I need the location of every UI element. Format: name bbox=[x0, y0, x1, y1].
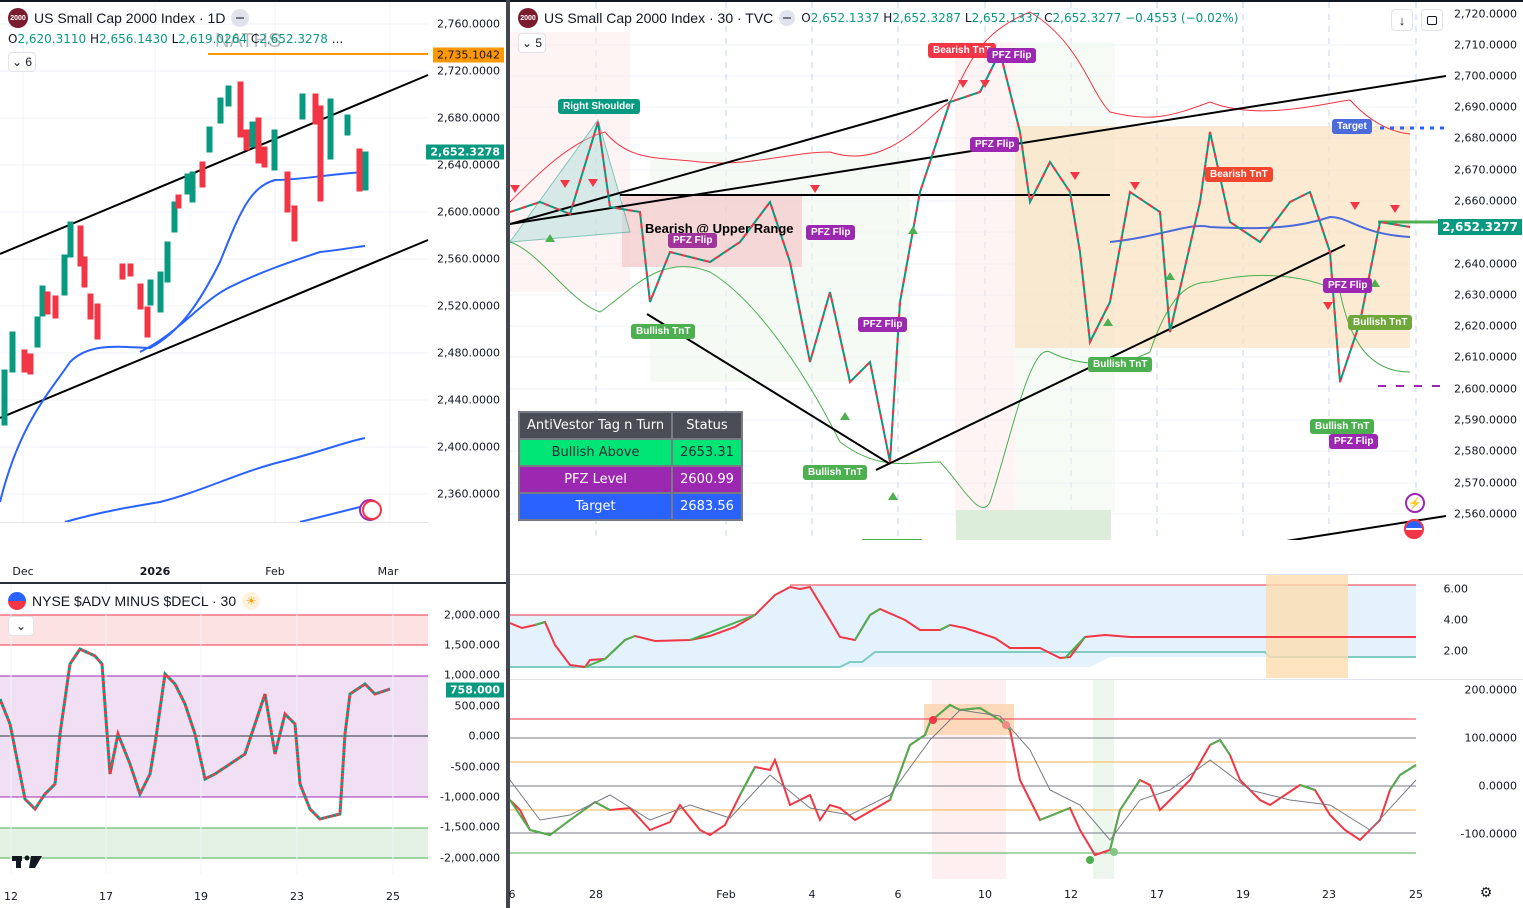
table-header: Status bbox=[671, 411, 743, 440]
bullish-tnt-label: Bullish TnT bbox=[1088, 357, 1153, 372]
intraday-legend: 2000 US Small Cap 2000 Index · 30 · TVC … bbox=[518, 8, 1238, 28]
breadth-legend: NYSE $ADV MINUS $DECL · 30 ☀ bbox=[8, 592, 261, 610]
lightning-event-icon[interactable]: ⚡ bbox=[1405, 493, 1425, 513]
right-main-chart-pane[interactable]: 2000 US Small Cap 2000 Index · 30 · TVC … bbox=[510, 0, 1523, 540]
breadth-value-axis[interactable]: 2,000.000 1,500.000 1,000.000 500.000 0.000-… bbox=[440, 608, 500, 865]
bullish-tnt-label: Bullish TnT bbox=[803, 465, 868, 480]
left-top-chart-pane[interactable]: 2000 US Small Cap 2000 Index · 1D O2,620… bbox=[0, 0, 506, 582]
bearish-tnt-label: Bearish TnT bbox=[1205, 167, 1273, 182]
right-shoulder-label: Right Shoulder bbox=[558, 99, 640, 114]
daily-legend: 2000 US Small Cap 2000 Index · 1D bbox=[8, 8, 250, 28]
maximize-pane-button[interactable] bbox=[1421, 9, 1443, 31]
us-flag-event-icon[interactable] bbox=[1404, 519, 1424, 539]
intraday-ohlc: O2,652.1337 H2,652.3287 L2,652.1337 C2,6… bbox=[801, 11, 1239, 25]
symbol-badge: 2000 bbox=[518, 8, 538, 28]
collapse-indicators-button[interactable]: ⌄ 6 bbox=[8, 52, 36, 72]
bearish-upper-range-label: Bearish @ Upper Range bbox=[645, 221, 794, 236]
oscillator-1-canvas[interactable] bbox=[510, 575, 1523, 678]
symbol-badge: 2000 bbox=[8, 8, 28, 28]
left-bottom-breadth-pane[interactable]: NYSE $ADV MINUS $DECL · 30 ☀ ⌄ 2,000.000… bbox=[0, 584, 506, 908]
hide-legend-icon[interactable] bbox=[231, 9, 250, 27]
pfz-flip-label: PFZ Flip bbox=[1323, 278, 1373, 293]
table-header: AntiVestor Tag n Turn bbox=[517, 411, 674, 440]
table-row: PFZ Level 2600.99 bbox=[517, 465, 743, 494]
oscillator-2-axis[interactable]: 200.0000 100.0000 0.0000 -100.0000 bbox=[1460, 683, 1517, 841]
tradingview-logo bbox=[12, 855, 42, 868]
bearish-tnt-label: Bearish TnT bbox=[928, 43, 996, 58]
maximize-icon bbox=[1427, 15, 1437, 25]
us-flag-icon bbox=[8, 592, 26, 610]
collapse-breadth-button[interactable]: ⌄ bbox=[8, 616, 34, 636]
daily-price-axis[interactable]: 2,760.0000 2,720.0000 2,680.0000 2,640.0000… bbox=[437, 17, 500, 501]
chevron-down-icon: ⌄ bbox=[521, 36, 533, 50]
breadth-title[interactable]: NYSE $ADV MINUS $DECL · 30 bbox=[32, 593, 237, 609]
pfz-flip-label: PFZ Flip bbox=[806, 225, 856, 240]
ath-price-tag: 2,735.1042 bbox=[433, 47, 504, 63]
bullish-tnt-label: Bullish TnT bbox=[1348, 315, 1413, 330]
pfz-flip-label: PFZ Flip bbox=[1329, 434, 1379, 449]
chevron-down-icon: ⌄ bbox=[11, 55, 23, 69]
pfz-flip-label: PFZ Flip bbox=[668, 233, 718, 248]
hide-legend-icon[interactable] bbox=[779, 10, 796, 26]
pane-divider-vertical[interactable] bbox=[506, 0, 510, 908]
breadth-chart-canvas[interactable] bbox=[0, 584, 506, 908]
collapse-indicators-button[interactable]: ⌄ 5 bbox=[518, 33, 546, 53]
scroll-down-button[interactable]: ↓ bbox=[1391, 9, 1413, 31]
intraday-chart-canvas[interactable] bbox=[510, 2, 1523, 540]
oscillator-1-axis[interactable]: 6.00 4.00 2.00 bbox=[1443, 582, 1469, 658]
last-price-tag: 2,652.3277 bbox=[1438, 219, 1522, 235]
pane-divider-horizontal[interactable] bbox=[0, 582, 506, 584]
daily-chart-canvas[interactable] bbox=[0, 2, 506, 582]
pfz-flip-label: PFZ Flip bbox=[987, 48, 1037, 63]
oscillator-2-pane[interactable]: 200.0000 100.0000 0.0000 -100.0000 bbox=[510, 679, 1523, 879]
daily-time-axis[interactable]: Dec 2026 Feb Mar bbox=[0, 522, 428, 582]
pfz-flip-label: PFZ Flip bbox=[970, 137, 1020, 152]
bullish-tnt-label: Bullish TnT bbox=[1310, 419, 1375, 434]
chart-title[interactable]: US Small Cap 2000 Index · 1D bbox=[34, 10, 226, 26]
market-closed-sun-icon: ☀ bbox=[242, 592, 261, 610]
intraday-time-axis[interactable]: 6 28 Feb 4 6 10 12 17 19 23 25 ⚙ bbox=[508, 885, 1493, 901]
breadth-time-axis[interactable]: 12 17 19 23 25 bbox=[4, 890, 400, 903]
table-row: Target 2683.56 bbox=[517, 492, 743, 521]
chart-title[interactable]: US Small Cap 2000 Index · 30 · TVC bbox=[544, 10, 774, 26]
table-row: Bullish Above 2653.31 bbox=[517, 438, 743, 467]
oscillator-1-pane[interactable]: 6.00 4.00 2.00 bbox=[510, 574, 1523, 678]
last-price-tag: 2,652.3278 bbox=[426, 144, 504, 160]
antivestor-status-table: AntiVestor Tag n Turn Status Bullish Abo… bbox=[517, 411, 743, 521]
chevron-down-icon: ⌄ bbox=[15, 619, 27, 633]
intraday-price-axis[interactable]: 2,720.0000 2,710.0000 2,700.0000 2,690.0000… bbox=[1454, 7, 1517, 521]
breadth-last-value-tag: 758.000 bbox=[445, 682, 504, 698]
target-label: Target bbox=[1332, 119, 1372, 134]
chart-settings-gear-icon[interactable]: ⚙ bbox=[1479, 885, 1493, 901]
arrow-down-icon: ↓ bbox=[1398, 12, 1406, 28]
daily-ohlc: O2,620.3110 H2,656.1430 L2,619.0264 C2,6… bbox=[8, 32, 344, 46]
oscillator-2-canvas[interactable] bbox=[510, 680, 1523, 879]
ath-watermark: NATHS bbox=[215, 30, 282, 52]
pfz-flip-label: PFZ Flip bbox=[858, 317, 908, 332]
bullish-tnt-label: Bullish TnT bbox=[631, 324, 696, 339]
